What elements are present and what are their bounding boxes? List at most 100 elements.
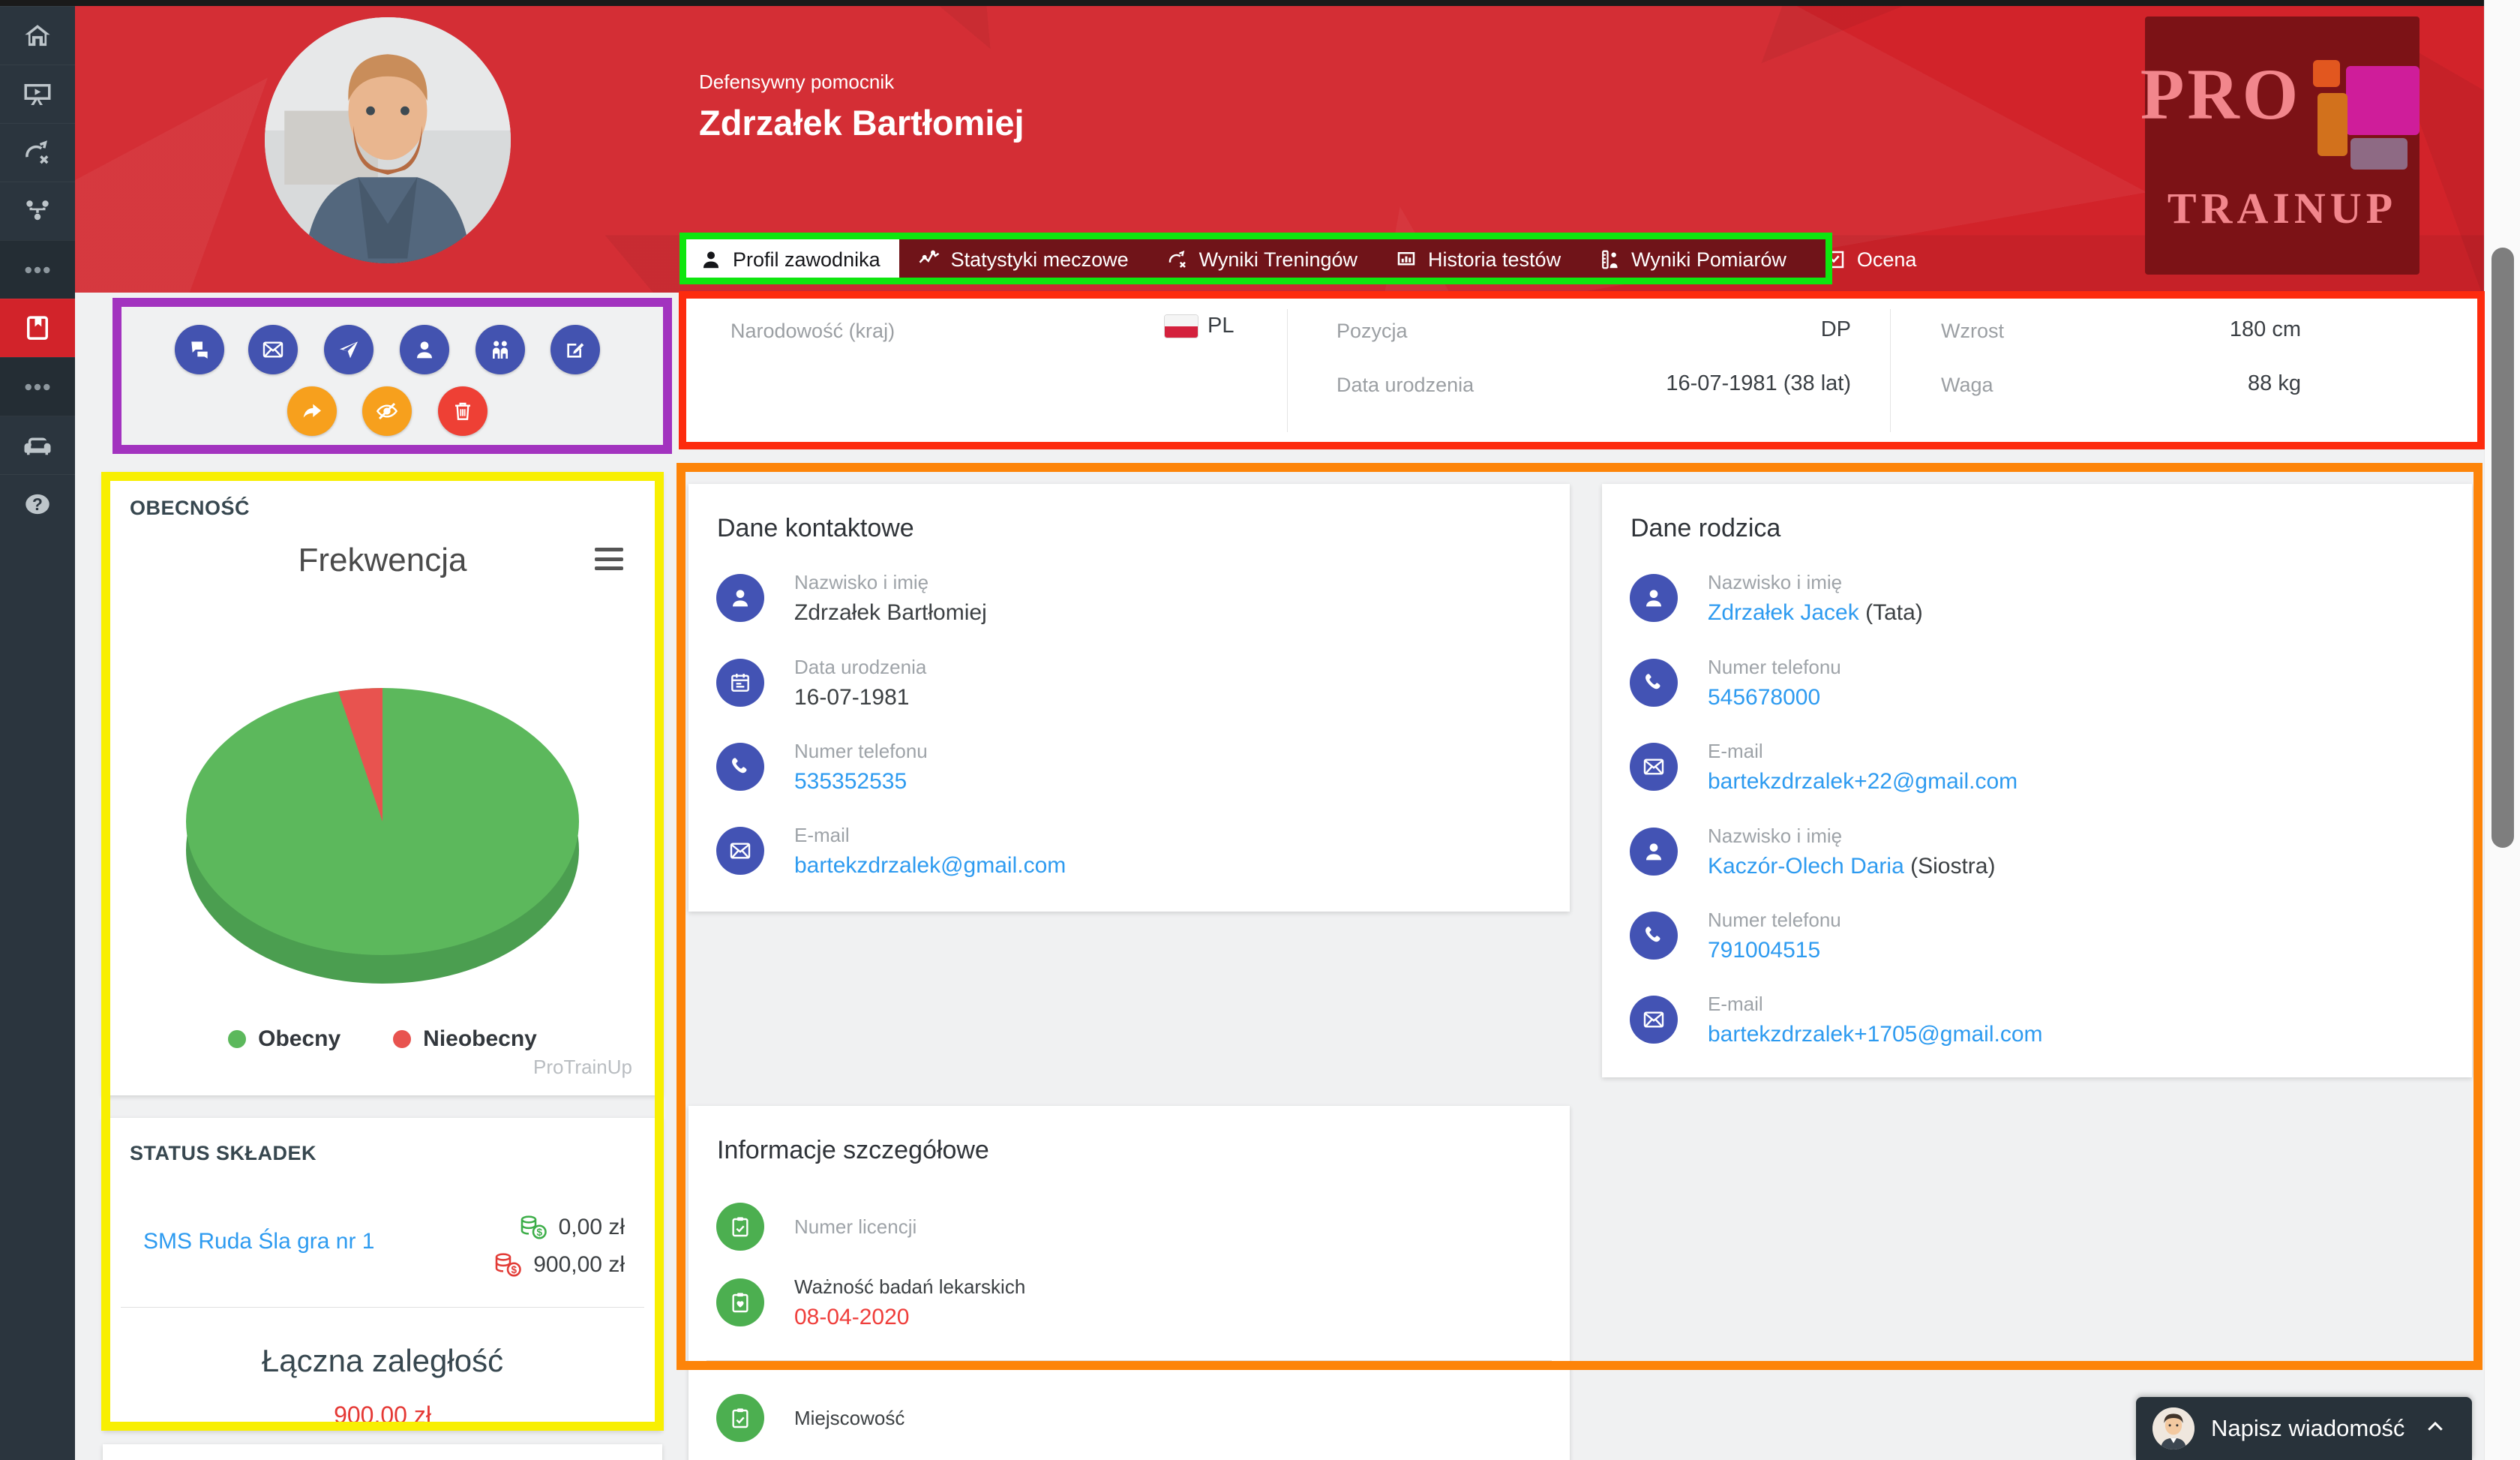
sidebar-item-video-analysis[interactable] xyxy=(0,65,75,124)
activity-chart-icon xyxy=(919,250,939,263)
player-photo xyxy=(265,17,511,263)
parent-email-row: E-mail bartekzdrzalek+22@gmail.com xyxy=(1630,725,2018,808)
sibling-phone-link[interactable]: 791004515 xyxy=(1708,937,1821,963)
measurement-icon xyxy=(1602,250,1618,269)
sibling-email-row: E-mail bartekzdrzalek+1705@gmail.com xyxy=(1630,978,2043,1061)
nationality-label: Narodowość (kraj) xyxy=(730,320,896,342)
chart-menu-icon[interactable] xyxy=(595,548,623,570)
tab-ocena[interactable]: Ocena xyxy=(1805,238,1936,281)
chat-label: Napisz wiadomość xyxy=(2211,1415,2405,1441)
person-icon xyxy=(417,341,432,359)
tab-wyniki-treningow[interactable]: Wyniki Treningów xyxy=(1148,238,1376,281)
legend-dot-green xyxy=(228,1030,247,1048)
contact-card: Dane kontaktowe Nazwisko i imię Zdrzałek … xyxy=(688,484,1570,912)
tab-wyniki-pomiarow[interactable]: Wyniki Pomiarów xyxy=(1580,238,1805,281)
eye-slash-icon xyxy=(376,402,398,420)
height-value: 180 cm xyxy=(2229,317,2301,341)
sidebar-item-player-book[interactable] xyxy=(0,299,75,358)
clipboard-check-icon xyxy=(716,1394,764,1442)
coins-red-icon: $ xyxy=(495,1253,522,1277)
contact-email-row: E-mail bartekzdrzalek@gmail.com xyxy=(716,810,1066,892)
player-action-buttons xyxy=(114,299,670,453)
envelope-icon xyxy=(262,341,284,358)
parent-card: Dane rodzica Nazwisko i imię Zdrzałek Ja… xyxy=(1602,484,2472,1077)
scrollbar-thumb[interactable] xyxy=(2492,248,2514,848)
tab-historia-testow[interactable]: Historia testów xyxy=(1376,238,1580,281)
chat-widget[interactable]: Napisz wiadomość xyxy=(2136,1397,2472,1460)
sidebar-item-more-2[interactable] xyxy=(0,357,75,416)
attendance-card: OBECNOŚĆ Frekwencja Obecny Nieobecny Pro… xyxy=(103,473,662,1095)
ellipsis-icon xyxy=(25,383,50,391)
info-divider-1 xyxy=(1287,309,1288,432)
chart-legend: Obecny Nieobecny xyxy=(103,1026,662,1052)
share-arrow-icon xyxy=(303,404,321,418)
fees-section-title: STATUS SKŁADEK xyxy=(130,1142,316,1164)
profile-button[interactable] xyxy=(400,325,449,374)
pie-slice-nieobecny xyxy=(338,688,382,822)
fees-due-amount: 900,00 zł xyxy=(533,1252,625,1277)
sidebar-item-tactics[interactable] xyxy=(0,123,75,182)
send-button[interactable] xyxy=(324,325,374,374)
edit-button[interactable] xyxy=(550,325,600,374)
comments-button[interactable] xyxy=(175,325,224,374)
player-photo-image xyxy=(265,17,511,263)
medical-exam-row: Ważność badań lekarskich 08-04-2020 xyxy=(716,1261,1025,1344)
logo-squares xyxy=(2312,59,2424,179)
parent-phone-link[interactable]: 545678000 xyxy=(1708,684,1821,710)
test-history-icon xyxy=(1397,252,1415,266)
relatives-button[interactable] xyxy=(476,325,525,374)
sibling-email-link[interactable]: bartekzdrzalek+1705@gmail.com xyxy=(1708,1021,2043,1047)
envelope-icon xyxy=(1630,743,1678,791)
legend-item-nieobecny: Nieobecny xyxy=(393,1026,537,1052)
sidebar-item-more-1[interactable] xyxy=(0,240,75,299)
share-button[interactable] xyxy=(287,386,337,436)
parent-name-link[interactable]: Zdrzałek Jacek xyxy=(1708,599,1859,625)
legend-dot-red xyxy=(393,1030,412,1048)
message-button[interactable] xyxy=(248,325,298,374)
person-icon xyxy=(704,251,718,269)
sidebar-item-help[interactable]: ? xyxy=(0,474,75,533)
chart-watermark: ProTrainUp xyxy=(533,1056,632,1078)
envelope-icon xyxy=(716,827,764,875)
nationality-value: PL xyxy=(1164,314,1234,338)
fees-total-value: 900,00 zł xyxy=(334,1401,431,1428)
contact-name-row: Nazwisko i imię Zdrzałek Bartłomiej xyxy=(716,557,987,639)
weight-value: 88 kg xyxy=(2248,371,2301,395)
weight-label: Waga xyxy=(1941,374,1994,396)
tab-statystyki-meczowe[interactable]: Statystyki meczowe xyxy=(899,238,1148,281)
birthdate-value: 16-07-1981 (38 lat) xyxy=(1666,371,1851,395)
sidebar-item-club-room[interactable] xyxy=(0,416,75,475)
parent-phone-row: Numer telefonu 545678000 xyxy=(1630,641,1841,724)
info-divider-2 xyxy=(1890,309,1891,432)
legend-item-obecny: Obecny xyxy=(228,1026,340,1052)
birthdate-label: Data urodzenia xyxy=(1336,374,1474,396)
details-card-title: Informacje szczegółowe xyxy=(717,1136,989,1164)
contact-email-link[interactable]: bartekzdrzalek@gmail.com xyxy=(794,852,1066,878)
chevron-up-icon[interactable] xyxy=(2424,1416,2446,1442)
check-square-icon xyxy=(1826,251,1844,269)
sibling-phone-row: Numer telefonu 791004515 xyxy=(1630,894,1841,977)
logo-text-trainup: TRAINUP xyxy=(2167,183,2398,233)
attendance-section-title: OBECNOŚĆ xyxy=(130,497,250,519)
sibling-name-link[interactable]: Kaczór-Olech Daria xyxy=(1708,853,1904,879)
delete-button[interactable] xyxy=(438,386,488,436)
fees-item-link[interactable]: SMS Ruda Śla gra nr 1 xyxy=(143,1229,375,1254)
sidebar-item-team-structure[interactable] xyxy=(0,182,75,241)
protrainup-logo: PRO TRAINUP xyxy=(2140,17,2420,275)
fees-total-label: Łączna zaległość xyxy=(261,1343,504,1378)
phone-icon xyxy=(1630,912,1678,960)
fees-due-line: $ 900,00 zł xyxy=(493,1251,625,1278)
attendance-chart-title: Frekwencja xyxy=(298,542,467,578)
sidebar-item-home[interactable] xyxy=(0,6,75,65)
comments-icon xyxy=(191,341,208,359)
presentation-icon xyxy=(24,84,51,105)
contact-phone-link[interactable]: 535352535 xyxy=(794,768,908,794)
tab-profil-zawodnika[interactable]: Profil zawodnika xyxy=(681,238,899,281)
hide-button[interactable] xyxy=(362,386,412,436)
clipboard-check-icon xyxy=(716,1203,764,1251)
fees-amounts: $ 0,00 zł $ 900,00 zł xyxy=(493,1214,625,1278)
contact-phone-row: Numer telefonu 535352535 xyxy=(716,725,928,808)
scrollbar-track[interactable] xyxy=(2484,0,2520,1460)
parent-email-link[interactable]: bartekzdrzalek+22@gmail.com xyxy=(1708,768,2018,794)
